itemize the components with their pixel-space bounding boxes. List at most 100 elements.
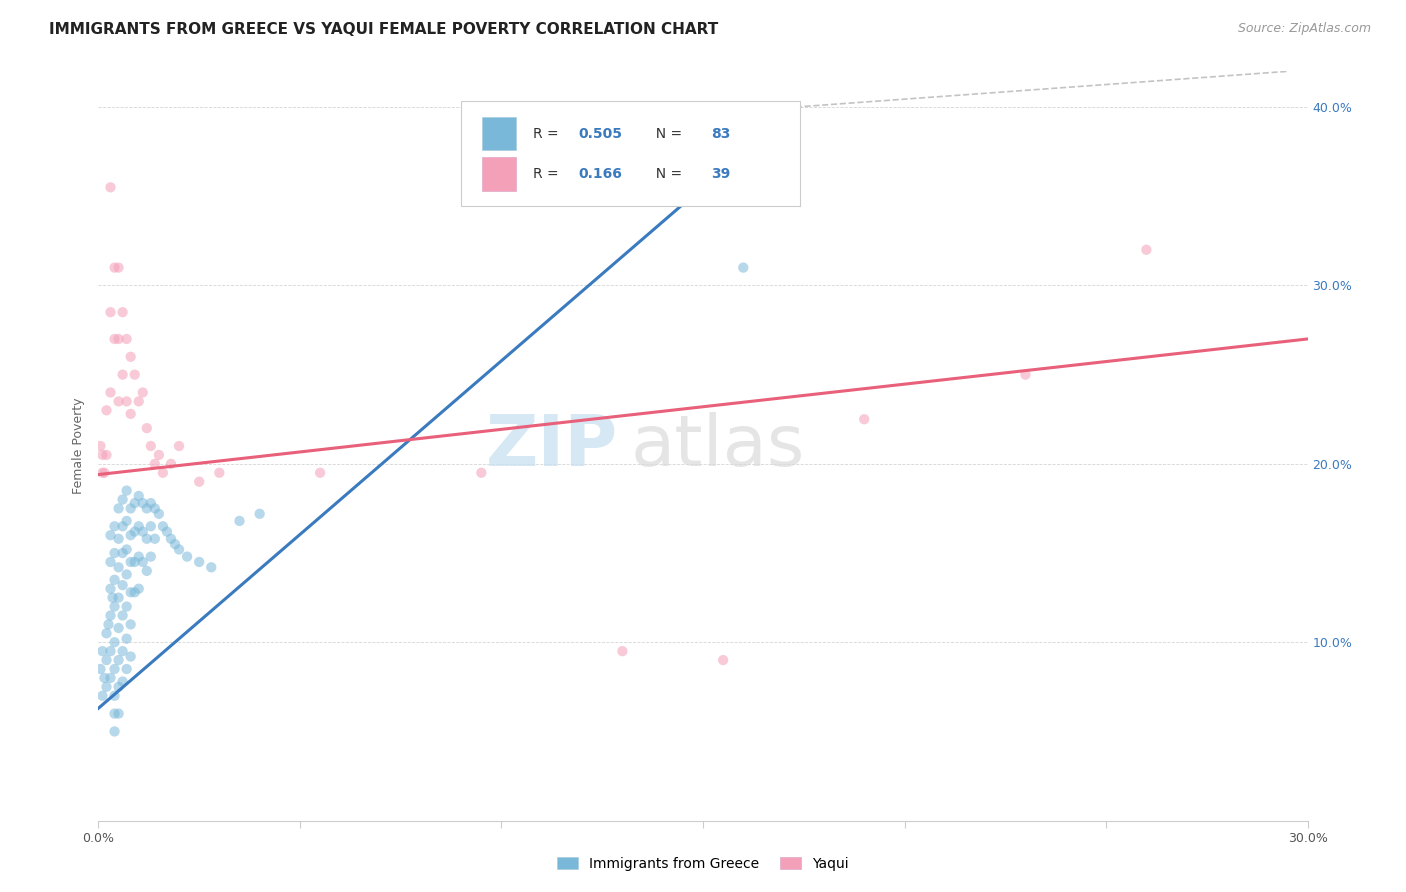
Point [249,507,271,521]
Point [143,532,166,546]
Text: N =: N = [647,167,688,181]
Point [128,394,150,409]
Point [139,439,162,453]
Point [107,394,129,409]
Point [135,564,157,578]
Point [111,519,134,533]
Point [107,653,129,667]
Text: IMMIGRANTS FROM GREECE VS YAQUI FEMALE POVERTY CORRELATION CHART: IMMIGRANTS FROM GREECE VS YAQUI FEMALE P… [49,22,718,37]
Point [167,439,190,453]
Point [100,608,122,623]
Point [97,617,120,632]
Point [100,671,122,685]
Point [120,585,142,599]
Point [733,260,755,275]
Point [100,582,122,596]
Point [152,519,174,533]
Point [176,549,198,564]
Point [120,501,142,516]
Point [107,560,129,574]
Point [156,524,179,539]
Point [111,674,134,689]
Point [96,448,118,462]
Point [208,466,231,480]
Text: R =: R = [533,167,567,181]
Point [103,635,125,649]
Point [470,466,492,480]
Point [91,466,114,480]
Point [1014,368,1036,382]
Point [107,501,129,516]
Point [132,524,155,539]
Point [111,546,134,560]
Point [111,608,134,623]
Point [124,555,146,569]
Point [132,496,155,510]
Point [148,448,170,462]
Point [188,555,211,569]
Point [115,542,138,557]
Point [103,332,125,346]
Point [853,412,876,426]
Point [93,671,115,685]
Point [711,653,734,667]
Point [128,489,150,503]
Point [107,260,129,275]
Text: 83: 83 [711,127,731,141]
Point [103,546,125,560]
Point [128,519,150,533]
Point [132,555,155,569]
Text: N =: N = [647,127,688,141]
Point [91,689,114,703]
Text: 0.166: 0.166 [578,167,623,181]
Point [124,585,146,599]
Text: ZIP: ZIP [486,411,619,481]
Point [103,573,125,587]
Text: R =: R = [533,127,562,141]
Point [120,407,142,421]
Point [188,475,211,489]
Point [115,394,138,409]
Point [139,549,162,564]
Point [93,466,115,480]
Point [115,662,138,676]
Point [111,368,134,382]
Y-axis label: Female Poverty: Female Poverty [72,398,86,494]
Text: Source: ZipAtlas.com: Source: ZipAtlas.com [1237,22,1371,36]
Point [167,542,190,557]
Point [124,368,146,382]
Point [91,448,114,462]
FancyBboxPatch shape [482,157,516,191]
Point [120,528,142,542]
Point [200,560,222,574]
Point [139,519,162,533]
Point [103,706,125,721]
Point [96,403,118,417]
Text: atlas: atlas [630,411,804,481]
Point [103,724,125,739]
Point [120,350,142,364]
Point [612,644,634,658]
Point [89,662,111,676]
Point [115,599,138,614]
Point [101,591,124,605]
Point [120,555,142,569]
Point [163,537,186,551]
Point [115,332,138,346]
Point [139,496,162,510]
Point [107,680,129,694]
Point [115,632,138,646]
Point [115,567,138,582]
Point [143,457,166,471]
Point [107,591,129,605]
Text: 0.505: 0.505 [578,127,623,141]
Point [228,514,250,528]
Point [96,626,118,640]
Text: 39: 39 [711,167,731,181]
Point [100,644,122,658]
Point [160,532,183,546]
Point [135,532,157,546]
Point [132,385,155,400]
Point [128,582,150,596]
Point [115,514,138,528]
